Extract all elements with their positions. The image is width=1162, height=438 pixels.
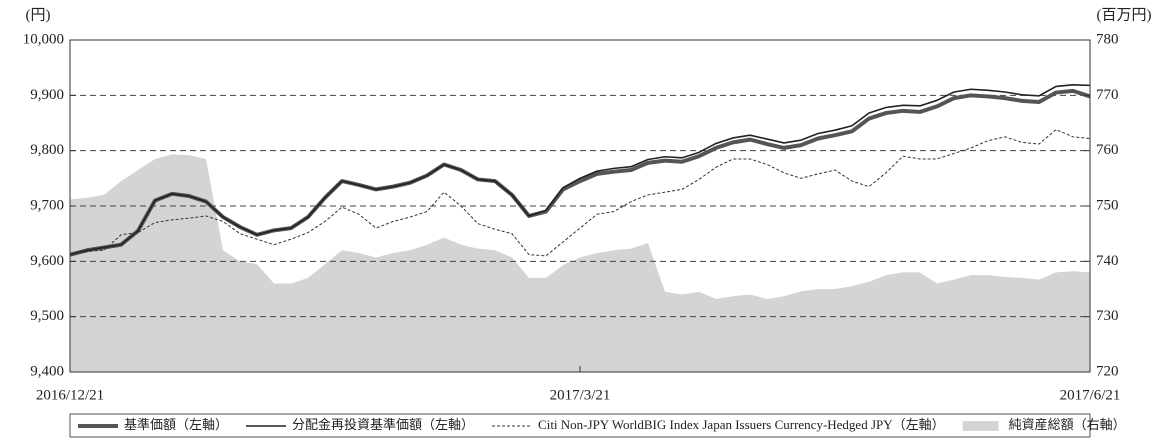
x-tick-label: 2016/12/21 (36, 387, 104, 403)
y2-tick-label: 770 (1096, 87, 1119, 103)
plot (69, 84, 1091, 257)
line (69, 129, 1091, 257)
y2-tick-label: 720 (1096, 363, 1119, 379)
x-tick-label: 2017/3/21 (550, 387, 611, 403)
legend-box (69, 413, 1091, 438)
y-tick-label: 9,600 (30, 253, 64, 269)
legend-label: Citi Non-JPY WorldBIG Index Japan Issuer… (538, 417, 945, 432)
area (70, 154, 1090, 372)
legend-swatch (962, 421, 999, 431)
x-tick-label: 2017/6/21 (1060, 387, 1121, 403)
y-tick-label: 9,700 (30, 197, 64, 213)
y2-axis-label: (百万円) (1097, 7, 1152, 23)
y2-tick-label: 750 (1096, 197, 1119, 213)
y2-tick-label: 760 (1096, 142, 1119, 158)
line (69, 84, 1091, 256)
y-tick-label: 9,800 (30, 142, 64, 158)
line (69, 88, 1091, 257)
y-tick-label: 9,900 (30, 87, 64, 103)
y2-tick-label: 780 (1096, 31, 1119, 47)
legend-label: 純資産総額（右軸） (1009, 417, 1126, 432)
legend-label: 基準価額（左軸） (124, 417, 228, 432)
y-tick-label: 10,000 (23, 31, 64, 47)
y2-tick-label: 730 (1096, 308, 1119, 324)
y-axis-label: (円) (26, 7, 51, 23)
y-tick-label: 9,400 (30, 363, 64, 379)
legend-label: 分配金再投資基準価額（左軸） (292, 417, 474, 432)
y-tick-label: 9,500 (30, 308, 64, 324)
grid (70, 94, 1090, 318)
y2-tick-label: 740 (1096, 253, 1119, 269)
plot-frame (69, 39, 1091, 373)
legend: 基準価額（左軸） 分配金再投資基準価額（左軸） Citi Non-JPY World… (69, 413, 1126, 438)
